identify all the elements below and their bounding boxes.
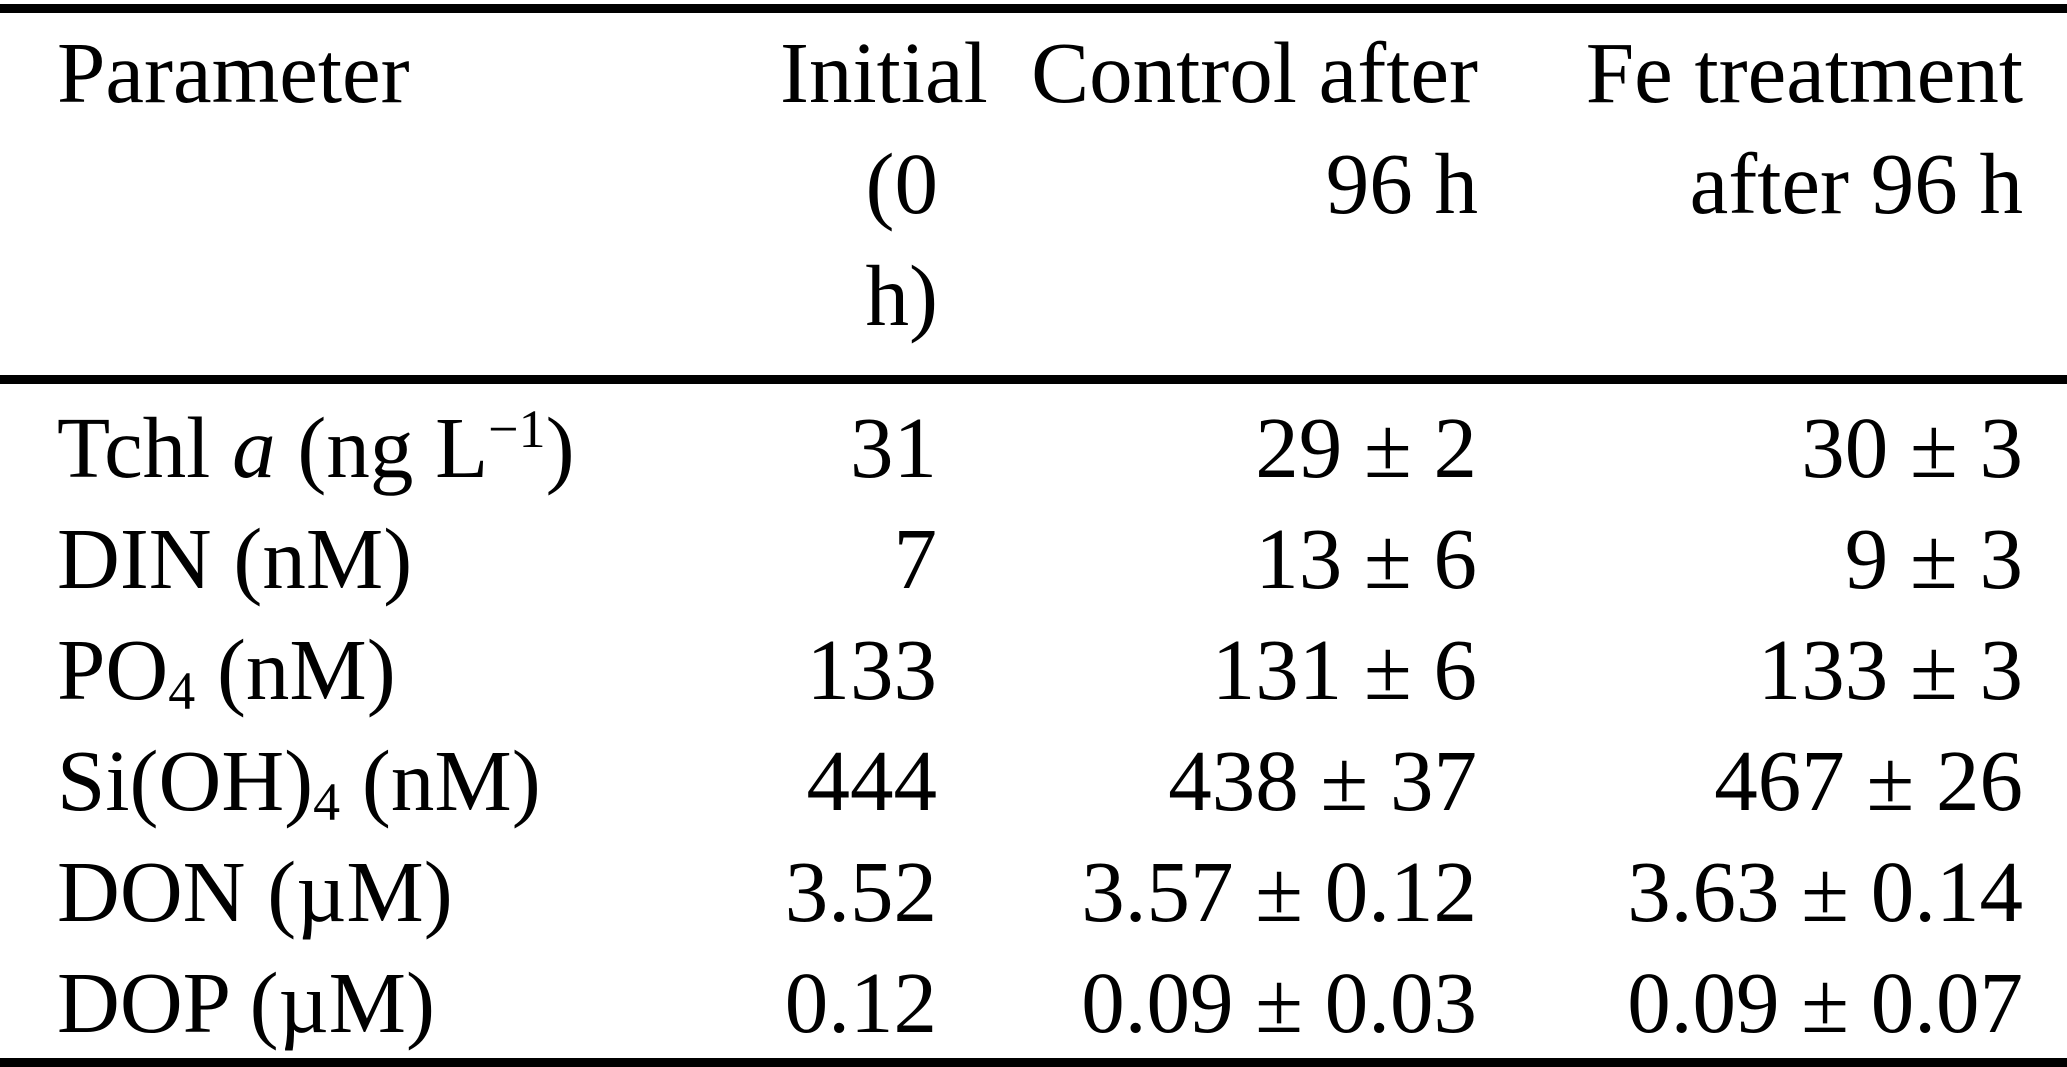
parameter-text-segment: Si(OH) — [57, 732, 314, 830]
parameter-cell: DON (µM) — [0, 836, 780, 947]
parameter-text-segment: 4 — [313, 771, 341, 832]
fe-treatment-cell: 133 ± 3 — [1757, 621, 2023, 719]
column-header-initial: Initial (0 h) — [780, 8, 988, 385]
parameter-text-segment: (ng L — [275, 399, 489, 497]
parameters-table: Parameter Initial (0 h) Control after 96… — [0, 4, 2067, 1067]
table-row: DIN (nM) 7 13 ± 6 9 ± 3 — [0, 503, 2067, 614]
header-line-1: Control after — [1031, 24, 1478, 121]
parameter-cell: Si(OH)4 (nM) — [0, 725, 780, 836]
initial-cell: 133 — [806, 621, 938, 719]
parameter-text-segment: −1 — [488, 399, 546, 460]
fe-treatment-cell: 9 ± 3 — [1844, 510, 2023, 608]
header-line-1: Parameter — [57, 24, 410, 121]
header-line-2: 96 h — [1325, 135, 1478, 233]
table-row: PO4 (nM) 133 131 ± 6 133 ± 3 — [0, 614, 2067, 725]
initial-cell: 0.12 — [784, 954, 937, 1052]
control-cell: 131 ± 6 — [1211, 621, 1477, 719]
parameter-text-segment: Tchl — [57, 399, 233, 497]
parameter-text-segment: ) — [545, 399, 575, 497]
column-header-parameter: Parameter — [0, 8, 780, 385]
fe-treatment-cell: 467 ± 26 — [1714, 732, 2023, 830]
table-body: Tchl a (ng L−1) 31 29 ± 2 30 ± 3 DIN (nM) 7 13… — [0, 380, 2067, 1063]
control-cell: 438 ± 37 — [1168, 732, 1477, 830]
control-cell: 29 ± 2 — [1255, 399, 1477, 497]
initial-cell: 31 — [850, 399, 937, 497]
parameter-text-segment: 4 — [168, 660, 196, 721]
header-line-1: Fe treatment — [1585, 24, 2023, 121]
parameter-cell: Tchl a (ng L−1) — [0, 380, 780, 504]
initial-cell: 3.52 — [784, 843, 937, 941]
table-row: DON (µM) 3.52 3.57 ± 0.12 3.63 ± 0.14 — [0, 836, 2067, 947]
header-line-1: Initial — [780, 24, 988, 121]
header-line-2: after 96 h — [1689, 135, 2023, 233]
parameter-text-segment: (nM) — [195, 621, 396, 719]
header-line-2: (0 h) — [865, 135, 938, 344]
parameter-text-segment: DIN (nM) — [57, 510, 413, 608]
table-row: Si(OH)4 (nM) 444 438 ± 37 467 ± 26 — [0, 725, 2067, 836]
table-row: DOP (µM) 0.12 0.09 ± 0.03 0.09 ± 0.07 — [0, 947, 2067, 1063]
parameter-text-segment: DOP (µM) — [57, 954, 435, 1052]
parameter-cell: PO4 (nM) — [0, 614, 780, 725]
column-header-fe-treatment: Fe treatment after 96 h — [1478, 8, 2067, 385]
table-header-row: Parameter Initial (0 h) Control after 96… — [0, 8, 2067, 385]
initial-cell: 444 — [806, 732, 938, 830]
initial-cell: 7 — [893, 510, 938, 608]
table-row: Tchl a (ng L−1) 31 29 ± 2 30 ± 3 — [0, 380, 2067, 504]
parameter-text-segment: (nM) — [340, 732, 541, 830]
fe-treatment-cell: 0.09 ± 0.07 — [1627, 954, 2023, 1052]
table-head: Parameter Initial (0 h) Control after 96… — [0, 8, 2067, 385]
fe-treatment-cell: 30 ± 3 — [1801, 399, 2023, 497]
parameter-cell: DIN (nM) — [0, 503, 780, 614]
fe-treatment-cell: 3.63 ± 0.14 — [1627, 843, 2023, 941]
control-cell: 3.57 ± 0.12 — [1081, 843, 1477, 941]
control-cell: 13 ± 6 — [1255, 510, 1477, 608]
column-header-control: Control after 96 h — [938, 8, 1478, 385]
parameter-text-segment: DON (µM) — [57, 843, 453, 941]
parameter-cell: DOP (µM) — [0, 947, 780, 1063]
parameter-text-segment: PO — [57, 621, 169, 719]
parameter-text-segment: a — [232, 399, 276, 497]
control-cell: 0.09 ± 0.03 — [1081, 954, 1477, 1052]
